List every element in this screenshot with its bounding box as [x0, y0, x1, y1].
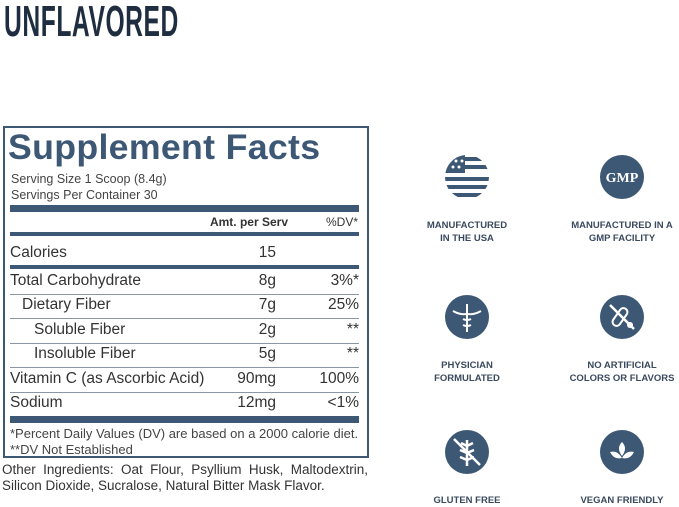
- feature-badge: MANUFACTURED IN THE USA: [392, 155, 542, 245]
- row-divider: [10, 265, 359, 269]
- serving-size: Serving Size 1 Scoop (8.4g): [11, 172, 167, 186]
- nutrient-amount: 2g: [258, 321, 276, 338]
- feature-label-line2: GMP FACILITY: [588, 233, 656, 244]
- row-divider: [10, 392, 359, 393]
- facts-row: Dietary Fiber 7g 25%: [10, 294, 359, 318]
- flavor-heading: UNFLAVORED: [4, 0, 179, 46]
- row-divider: [10, 367, 359, 368]
- facts-row: Soluble Fiber 2g **: [10, 319, 359, 343]
- feature-label: GLUTEN FREE: [392, 494, 542, 507]
- nutrient-amount: 7g: [258, 296, 276, 313]
- nutrient-dv: 25%: [327, 296, 359, 313]
- divider-medium: [10, 232, 359, 236]
- row-divider: [10, 294, 359, 295]
- ingredients-line1: Other Ingredients: Oat Flour, Psyllium H…: [2, 462, 368, 477]
- supplement-facts-panel: [3, 126, 369, 458]
- feature-label: MANUFACTURED IN A GMP FACILITY: [547, 219, 679, 245]
- svg-text:GMP: GMP: [606, 171, 639, 186]
- nutrient-name: Dietary Fiber: [22, 296, 111, 313]
- facts-row: Calories 15: [10, 242, 359, 266]
- divider-thick: [10, 416, 359, 423]
- nutrient-dv: 3%*: [330, 272, 359, 289]
- feature-label: NO ARTIFICIAL COLORS OR FLAVORS: [547, 359, 679, 385]
- no-artificial-icon: [600, 295, 644, 339]
- feature-badge: VEGAN FRIENDLY: [547, 430, 679, 507]
- footnote-dv: *Percent Daily Values (DV) are based on …: [10, 426, 359, 441]
- feature-label-line1: VEGAN FRIENDLY: [580, 495, 664, 506]
- nutrient-name: Insoluble Fiber: [34, 345, 136, 362]
- feature-label: PHYSICIAN FORMULATED: [392, 359, 542, 385]
- feature-label-line2: FORMULATED: [434, 373, 500, 384]
- row-divider: [10, 318, 359, 319]
- feature-badge: PHYSICIAN FORMULATED: [392, 295, 542, 385]
- feature-label-line1: PHYSICIAN: [441, 360, 493, 371]
- ingredients-line2: Silicon Dioxide, Sucralose, Natural Bitt…: [2, 478, 325, 493]
- feature-badge: GMP MANUFACTURED IN A GMP FACILITY: [547, 155, 679, 245]
- feature-label-line2: IN THE USA: [440, 233, 494, 244]
- nutrient-amount: 12mg: [237, 394, 276, 411]
- nutrient-amount: 8g: [258, 272, 276, 289]
- caduceus-icon: [445, 295, 489, 339]
- feature-label: MANUFACTURED IN THE USA: [392, 219, 542, 245]
- facts-row: Insoluble Fiber 5g **: [10, 343, 359, 367]
- row-divider: [10, 343, 359, 344]
- nutrient-amount: 15: [258, 244, 276, 261]
- facts-row: Sodium 12mg <1%: [10, 392, 359, 416]
- nutrient-dv: **: [346, 345, 359, 362]
- facts-title: Supplement Facts: [8, 128, 321, 167]
- feature-badge: NO ARTIFICIAL COLORS OR FLAVORS: [547, 295, 679, 385]
- nutrient-name: Soluble Fiber: [34, 321, 126, 338]
- feature-label: VEGAN FRIENDLY: [547, 494, 679, 507]
- usa-flag-icon: [445, 155, 489, 199]
- feature-label-line2: COLORS OR FLAVORS: [569, 373, 675, 384]
- servings-per-container: Servings Per Container 30: [11, 188, 158, 202]
- feature-label-line1: GLUTEN FREE: [433, 495, 501, 506]
- facts-row: Vitamin C (as Ascorbic Acid) 90mg 100%: [10, 368, 359, 392]
- nutrient-amount: 5g: [258, 345, 276, 362]
- nutrient-dv: <1%: [327, 394, 359, 411]
- divider-thick: [10, 205, 359, 212]
- nutrient-dv: **: [346, 321, 359, 338]
- vegan-leaf-icon: [600, 430, 644, 474]
- feature-label-line1: MANUFACTURED: [426, 220, 508, 231]
- nutrient-amount: 90mg: [237, 370, 276, 387]
- facts-row: Total Carbohydrate 8g 3%*: [10, 270, 359, 294]
- feature-label-line1: NO ARTIFICIAL: [587, 360, 657, 371]
- col-amount: Amt. per Serv: [209, 215, 288, 229]
- gmp-icon: GMP: [600, 155, 644, 199]
- nutrient-name: Sodium: [10, 394, 63, 411]
- nutrient-dv: 100%: [319, 370, 359, 387]
- footnote-not-established: **DV Not Established: [10, 442, 133, 457]
- nutrient-name: Vitamin C (as Ascorbic Acid): [10, 370, 205, 387]
- feature-label-line1: MANUFACTURED IN A: [571, 220, 673, 231]
- feature-badge: GLUTEN FREE: [392, 430, 542, 507]
- gluten-free-icon: [445, 430, 489, 474]
- nutrient-name: Calories: [10, 244, 67, 261]
- col-dv: %DV*: [325, 215, 358, 229]
- nutrient-name: Total Carbohydrate: [10, 272, 141, 289]
